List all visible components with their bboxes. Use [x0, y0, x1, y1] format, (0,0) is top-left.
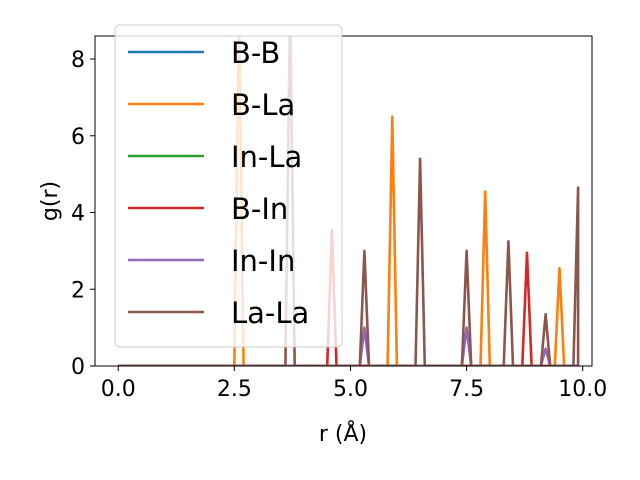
y-tick-label: 0 — [71, 355, 85, 380]
y-axis-label: g(r) — [38, 181, 63, 221]
legend-box — [114, 24, 343, 348]
plot-frame — [94, 35, 593, 367]
x-tick-label: 7.5 — [449, 377, 484, 402]
series-line-in-in — [118, 326, 579, 366]
series-line-la-la — [118, 36, 580, 366]
x-tick-label: 2.5 — [217, 377, 252, 402]
x-tick-label: 10.0 — [558, 377, 607, 402]
legend-label-la-la: La-La — [231, 296, 309, 330]
legend-label-in-la: In-La — [231, 140, 302, 174]
x-axis-label: r (Å) — [319, 420, 367, 447]
legend: B-B B-La In-La B-In In-In La-La — [114, 24, 343, 348]
y-tick-label: 6 — [71, 125, 85, 150]
x-tick-label: 5.0 — [333, 377, 368, 402]
y-tick-label: 4 — [71, 202, 85, 227]
legend-label-b-la: B-La — [231, 88, 295, 122]
legend-label-b-b: B-B — [231, 36, 280, 70]
y-tick-label: 2 — [71, 278, 85, 303]
legend-label-in-in: In-In — [231, 244, 295, 278]
legend-label-b-in: B-In — [231, 192, 288, 226]
y-tick-label: 8 — [71, 48, 85, 73]
ticks-layer: 0.0 2.5 5.0 7.5 10.0 0 2 4 6 8 — [71, 48, 607, 402]
x-tick-label: 0.0 — [101, 377, 136, 402]
